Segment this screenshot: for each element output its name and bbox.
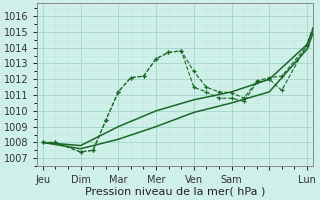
X-axis label: Pression niveau de la mer( hPa ): Pression niveau de la mer( hPa ) (85, 187, 265, 197)
